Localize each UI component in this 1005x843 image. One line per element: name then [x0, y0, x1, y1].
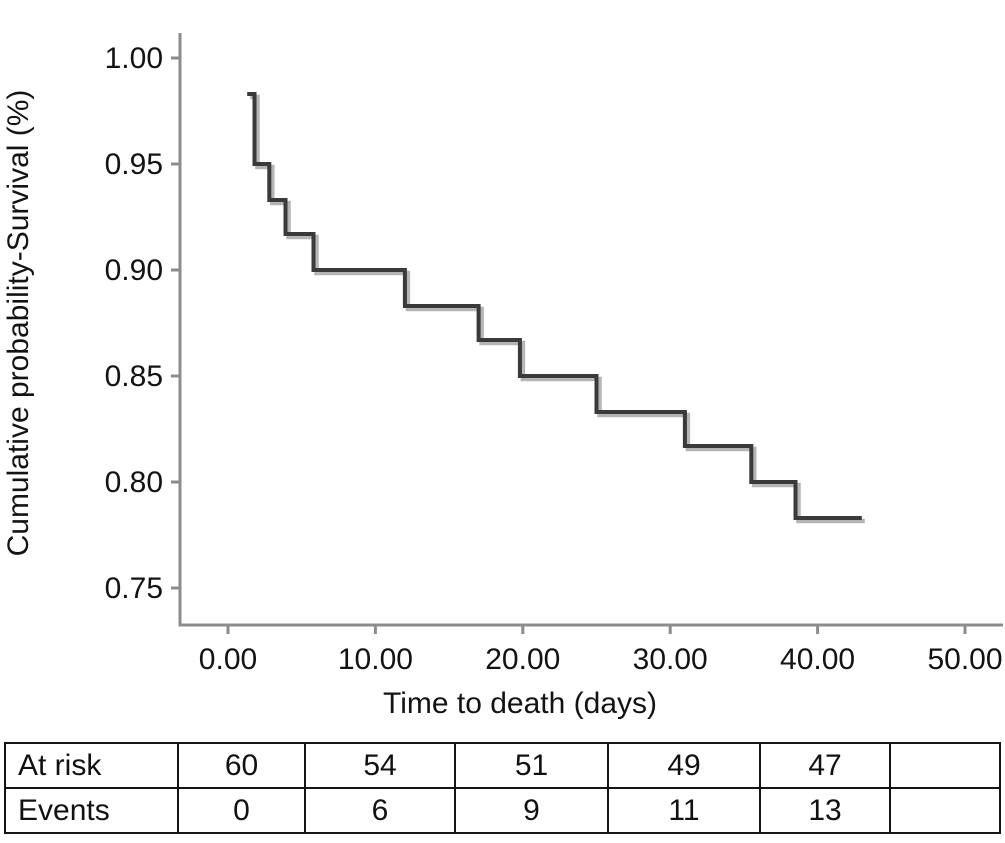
risk-table: At risk 60 54 51 49 47 Events 0 6 9 11 1… [4, 742, 1001, 834]
table-row-events: Events 0 6 9 11 13 [4, 787, 1001, 834]
x-axis-title: Time to death (days) [383, 687, 657, 720]
survival-curve [247, 92, 862, 520]
events-cell-empty [889, 787, 1001, 834]
events-cell: 13 [759, 787, 891, 834]
y-axis-tick-label: 0.85 [105, 360, 163, 393]
x-axis-tick-label: 40.00 [780, 643, 855, 676]
x-axis-tick-label: 20.00 [485, 643, 560, 676]
x-axis-tick-label: 0.00 [199, 643, 257, 676]
events-cell: 0 [177, 787, 306, 834]
at-risk-cell: 47 [759, 742, 891, 789]
survival-chart: 1.00 0.95 0.90 0.85 0.80 0.75 0.00 10.00 20.00 30… [2, 33, 1003, 720]
at-risk-cell-empty [889, 742, 1001, 789]
survival-curve-shadow [250, 94, 865, 524]
at-risk-cell: 54 [304, 742, 456, 789]
events-cell: 11 [607, 787, 761, 834]
at-risk-cell: 60 [177, 742, 306, 789]
y-axis-tick-label: 1.00 [105, 42, 163, 75]
x-axis-tick-label: 10.00 [338, 643, 413, 676]
row-label-events: Events [4, 787, 179, 834]
y-axis-tick-label: 0.75 [105, 572, 163, 605]
x-axis-tick-label: 30.00 [633, 643, 708, 676]
table-row-at-risk: At risk 60 54 51 49 47 [4, 742, 1001, 789]
y-axis-title: Cumulative probability-Survival (%) [2, 90, 35, 557]
y-axis-tick-label: 0.90 [105, 254, 163, 287]
x-axis-tick-label: 50.00 [927, 643, 1002, 676]
y-axis-tick-label: 0.95 [105, 148, 163, 181]
at-risk-cell: 51 [454, 742, 609, 789]
events-cell: 6 [304, 787, 456, 834]
row-label-at-risk: At risk [4, 742, 179, 789]
events-cell: 9 [454, 787, 609, 834]
at-risk-cell: 49 [607, 742, 761, 789]
y-axis-tick-label: 0.80 [105, 466, 163, 499]
